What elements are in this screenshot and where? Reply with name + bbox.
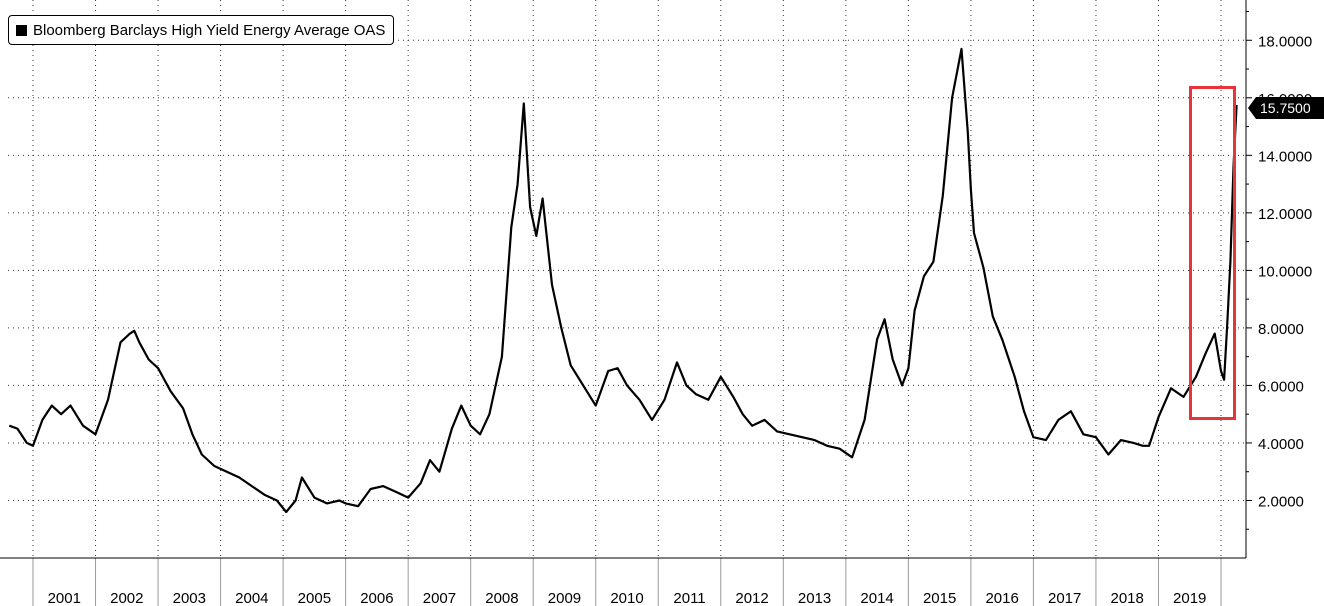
x-tick-label: 2011: [673, 590, 705, 606]
x-tick-label: 2018: [1111, 590, 1144, 606]
x-tick-label: 2002: [110, 590, 143, 606]
y-tick-label: 4.0000: [1258, 436, 1304, 453]
x-tick-label: 2015: [923, 590, 956, 606]
y-tick-label: 6.0000: [1258, 378, 1304, 395]
y-tick-label: 12.0000: [1258, 206, 1312, 223]
x-tick-label: 2008: [485, 590, 518, 606]
x-tick-label: 2013: [798, 590, 831, 606]
x-tick-label: 2017: [1048, 590, 1081, 606]
y-tick-label: 2.0000: [1258, 493, 1304, 510]
y-tick-label: 18.0000: [1258, 33, 1312, 50]
x-tick-label: 2006: [360, 590, 393, 606]
legend-swatch: [16, 24, 27, 36]
x-tick-label: 2014: [860, 590, 893, 606]
y-tick-label: 14.0000: [1258, 148, 1312, 165]
x-tick-label: 2004: [235, 590, 268, 606]
x-tick-label: 2010: [610, 590, 643, 606]
x-tick-label: 2019: [1173, 590, 1206, 606]
highlight-box: [1189, 86, 1236, 420]
x-tick-label: 2012: [735, 590, 768, 606]
y-tick-label: 8.0000: [1258, 321, 1304, 338]
x-tick-label: 2001: [48, 590, 81, 606]
tick-labels: 2.0000 4.0000 6.0000 8.0000 10.0000 12.0000 14…: [48, 33, 1313, 606]
x-tick-label: 2009: [548, 590, 581, 606]
axes: [0, 0, 1252, 606]
series-line: [8, 47, 1238, 514]
x-tick-label: 2016: [985, 590, 1018, 606]
gridlines: [8, 0, 1246, 558]
y-tick-label: 10.0000: [1258, 263, 1312, 280]
last-value-label: 15.7500: [1248, 97, 1324, 119]
x-tick-label: 2003: [173, 590, 206, 606]
legend: Bloomberg Barclays High Yield Energy Ave…: [8, 15, 395, 45]
x-tick-label: 2007: [423, 590, 456, 606]
x-tick-label: 2005: [298, 590, 331, 606]
legend-label: Bloomberg Barclays High Yield Energy Ave…: [33, 21, 386, 39]
series-group: [8, 47, 1238, 514]
